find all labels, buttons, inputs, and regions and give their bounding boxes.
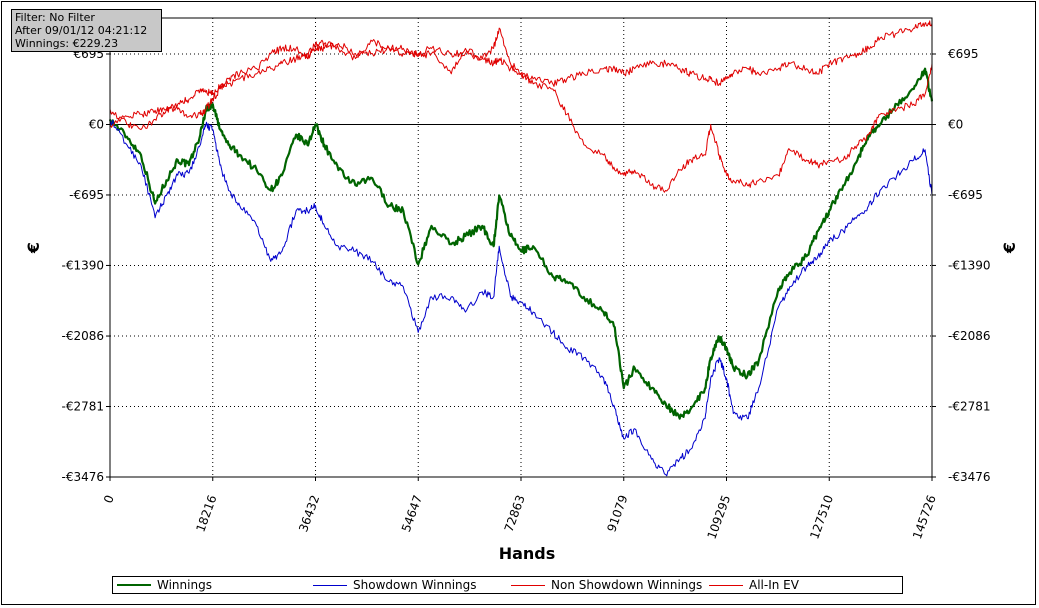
y-tick-label-left: -€1390 [61,258,104,272]
y-tick-label-left: -€695 [69,188,104,202]
y-tick-label-left: -€3476 [61,470,104,484]
y-tick-label-right: -€3476 [948,470,991,484]
y-tick-label-right: -€695 [948,188,983,202]
x-axis-title: Hands [499,544,556,563]
x-tick-label: 109295 [704,493,733,541]
x-tick-label: 36432 [296,493,322,534]
after-date-line: After 09/01/12 04:21:12 [15,24,148,37]
series-line-0 [108,67,934,420]
y-tick-label-right: -€2781 [948,400,991,414]
legend-label: Showdown Winnings [353,578,477,592]
series-lines [108,20,934,477]
series-line-1 [109,119,933,477]
legend-label: Winnings [157,578,212,592]
y-axis-title-left: € [24,242,43,254]
series-line-2 [109,27,933,193]
y-tick-label-right: €695 [948,47,979,61]
legend-item: All-In EV [709,577,799,593]
y-tick-label-left: €0 [89,117,104,131]
legend-swatch [117,584,151,586]
y-tick-label-right: €0 [948,117,963,131]
legend-label: Non Showdown Winnings [551,578,703,592]
legend-swatch [313,584,347,586]
x-tick-label: 91079 [604,493,630,534]
y-tick-label-left: -€2086 [61,329,104,343]
legend-swatch [511,584,545,586]
legend-label: All-In EV [749,578,799,592]
legend-item: Non Showdown Winnings [511,577,702,593]
grid [110,18,932,477]
x-tick-label: 54647 [399,493,425,534]
filter-line: Filter: No Filter [15,11,95,24]
y-axis-right: €695 €0 -€695 -€1390 -€2086 -€2781 -€3476 [932,47,991,484]
x-tick-label: 18216 [193,493,219,534]
y-tick-label-right: -€2086 [948,329,991,343]
x-axis: 0 18216 36432 54647 72863 91079 109295 127510 14… [101,477,939,541]
winnings-line: Winnings: €229.23 [15,37,119,50]
y-tick-label-right: -€1390 [948,258,991,272]
y-axis-left: €695€0-€695-€1390-€2086-€2781-€3476 [61,47,110,484]
series-line-3 [109,20,933,131]
legend-item: Winnings [117,577,212,593]
x-tick-label: 127510 [807,493,836,541]
x-tick-label: 145726 [910,493,939,541]
x-tick-label: 0 [101,493,117,505]
legend: Winnings Showdown Winnings Non Showdown Wi… [112,576,903,594]
y-tick-label-left: -€2781 [61,400,104,414]
filter-info-box: Filter: No Filter After 09/01/12 04:21:1… [11,9,162,52]
y-axis-title-right: € [1000,242,1019,254]
x-tick-label: 72863 [502,493,528,534]
legend-swatch [709,584,743,586]
legend-item: Showdown Winnings [313,577,477,593]
